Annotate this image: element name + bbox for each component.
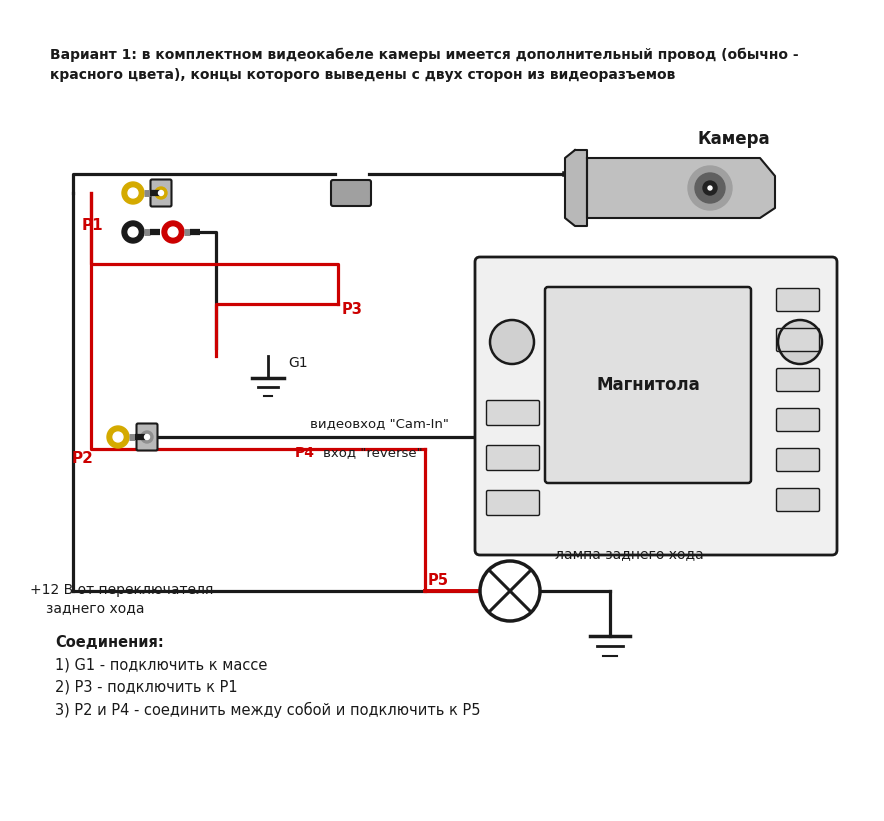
- Circle shape: [480, 561, 540, 621]
- Circle shape: [703, 181, 717, 195]
- Circle shape: [778, 320, 822, 364]
- Text: 1) G1 - подключить к массе: 1) G1 - подключить к массе: [55, 658, 267, 673]
- Text: Вариант 1: в комплектном видеокабеле камеры имеется дополнительный провод (обычн: Вариант 1: в комплектном видеокабеле кам…: [50, 48, 798, 62]
- FancyBboxPatch shape: [486, 446, 539, 470]
- Text: P2: P2: [72, 451, 94, 466]
- FancyBboxPatch shape: [150, 180, 171, 207]
- Text: P4: P4: [295, 446, 315, 460]
- Circle shape: [144, 434, 149, 439]
- Text: красного цвета), концы которого выведены с двух сторон из видеоразъемов: красного цвета), концы которого выведены…: [50, 68, 675, 82]
- Text: +12 В от переключателя: +12 В от переключателя: [30, 583, 213, 597]
- Circle shape: [141, 431, 153, 443]
- Polygon shape: [565, 150, 587, 226]
- Circle shape: [113, 432, 123, 442]
- Text: Камера: Камера: [697, 130, 770, 148]
- Circle shape: [122, 182, 144, 204]
- Circle shape: [695, 173, 725, 203]
- FancyBboxPatch shape: [776, 369, 819, 392]
- FancyBboxPatch shape: [776, 448, 819, 471]
- FancyBboxPatch shape: [475, 257, 837, 555]
- FancyBboxPatch shape: [331, 180, 371, 206]
- Text: вход "reverse": вход "reverse": [323, 447, 423, 460]
- Text: Магнитола: Магнитола: [596, 376, 700, 394]
- Text: 3) Р2 и Р4 - соединить между собой и подключить к Р5: 3) Р2 и Р4 - соединить между собой и под…: [55, 702, 481, 718]
- Polygon shape: [587, 158, 775, 218]
- FancyBboxPatch shape: [776, 288, 819, 311]
- Circle shape: [155, 187, 167, 199]
- Circle shape: [490, 320, 534, 364]
- Circle shape: [162, 221, 184, 243]
- Text: P5: P5: [428, 573, 449, 588]
- Circle shape: [158, 190, 164, 195]
- Circle shape: [107, 426, 129, 448]
- Text: G1: G1: [288, 356, 308, 370]
- Text: лампа заднего хода: лампа заднего хода: [555, 547, 704, 561]
- Circle shape: [128, 227, 138, 237]
- Circle shape: [708, 186, 712, 190]
- Text: заднего хода: заднего хода: [46, 601, 144, 615]
- Circle shape: [688, 166, 732, 210]
- FancyBboxPatch shape: [545, 287, 751, 483]
- FancyBboxPatch shape: [136, 424, 157, 451]
- Text: 2) Р3 - подключить к Р1: 2) Р3 - подключить к Р1: [55, 680, 238, 695]
- Text: видеовход "Cam-In": видеовход "Cam-In": [310, 418, 449, 430]
- FancyBboxPatch shape: [776, 409, 819, 432]
- Circle shape: [128, 188, 138, 198]
- FancyBboxPatch shape: [776, 488, 819, 511]
- Text: P3: P3: [342, 302, 362, 317]
- Text: P1: P1: [82, 218, 103, 233]
- FancyBboxPatch shape: [776, 328, 819, 351]
- Circle shape: [168, 227, 178, 237]
- FancyBboxPatch shape: [486, 490, 539, 516]
- FancyBboxPatch shape: [486, 401, 539, 425]
- Text: Соединения:: Соединения:: [55, 635, 164, 650]
- Circle shape: [122, 221, 144, 243]
